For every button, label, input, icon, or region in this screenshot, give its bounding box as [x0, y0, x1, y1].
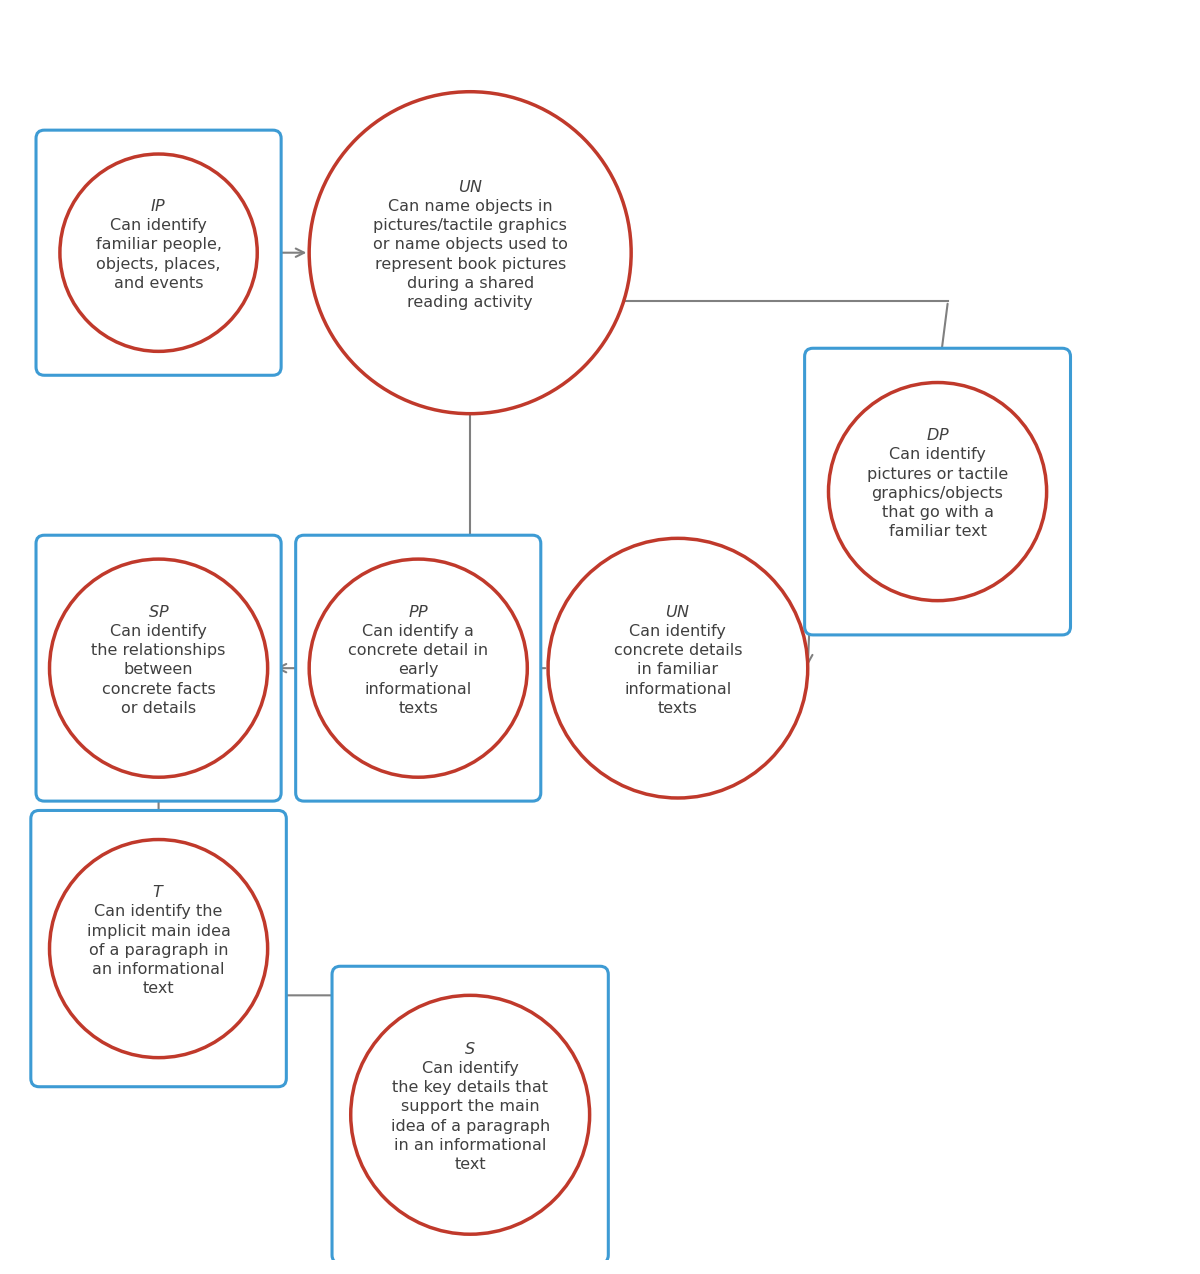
Circle shape [60, 154, 257, 352]
Circle shape [548, 539, 808, 798]
Circle shape [49, 559, 268, 777]
FancyBboxPatch shape [36, 130, 281, 376]
FancyBboxPatch shape [805, 348, 1070, 634]
Circle shape [310, 92, 631, 414]
Circle shape [310, 559, 527, 777]
Circle shape [49, 840, 268, 1057]
FancyBboxPatch shape [295, 535, 541, 801]
Circle shape [828, 382, 1046, 600]
Text: $\it{UN}$
Can identify
concrete details
in familiar
informational
texts: $\it{UN}$ Can identify concrete details … [613, 604, 742, 716]
FancyBboxPatch shape [36, 535, 281, 801]
Text: $\it{PP}$
Can identify a
concrete detail in
early
informational
texts: $\it{PP}$ Can identify a concrete detail… [348, 604, 488, 716]
Text: $\it{UN}$
Can name objects in
pictures/tactile graphics
or name objects used to
: $\it{UN}$ Can name objects in pictures/t… [373, 178, 568, 310]
Text: $\it{DP}$
Can identify
pictures or tactile
graphics/objects
that go with a
famil: $\it{DP}$ Can identify pictures or tacti… [866, 427, 1008, 539]
Text: $\it{IP}$
Can identify
familiar people,
objects, places,
and events: $\it{IP}$ Can identify familiar people, … [96, 197, 222, 290]
Text: $\it{T}$
Can identify the
implicit main idea
of a paragraph in
an informational
: $\it{T}$ Can identify the implicit main … [86, 884, 230, 996]
FancyBboxPatch shape [332, 966, 608, 1264]
Circle shape [350, 995, 589, 1235]
FancyBboxPatch shape [31, 810, 287, 1087]
Text: $\it{S}$
Can identify
the key details that
support the main
idea of a paragraph
: $\it{S}$ Can identify the key details th… [390, 1041, 550, 1172]
Text: $\it{SP}$
Can identify
the relationships
between
concrete facts
or details: $\it{SP}$ Can identify the relationships… [91, 604, 226, 716]
